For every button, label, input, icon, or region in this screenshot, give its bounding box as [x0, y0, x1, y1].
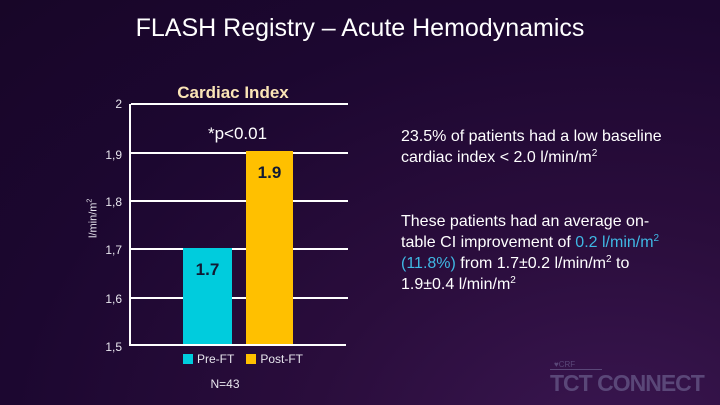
sample-size-label: N=43 [210, 377, 240, 391]
legend-swatch [246, 354, 257, 364]
y-tick: 1,5 [105, 340, 122, 354]
p-value-annotation: *p<0.01 [207, 124, 268, 143]
gridline [131, 297, 348, 299]
legend-label: Post-FT [260, 352, 304, 366]
y-tick: 1,8 [105, 195, 122, 209]
crf-logo: ♥CRF [550, 360, 602, 370]
legend-label: Pre-FT [197, 352, 235, 366]
gridline [131, 248, 348, 250]
side-paragraph-2: These patients had an average on-table C… [401, 213, 660, 293]
highlight-improvement: 0.2 l/min/m2 (11.8%) [401, 233, 660, 272]
gridline [131, 200, 348, 202]
legend-item-pre-ft: Pre-FT [183, 352, 234, 366]
bar-pre-ft: 1.7 [183, 248, 232, 344]
chart-legend: Pre-FT Post-FT [183, 352, 303, 366]
plot-area: 1.7 1.9 [129, 103, 348, 346]
y-tick: 1,9 [105, 148, 122, 162]
side-paragraph-1: 23.5% of patients had a low baseline car… [401, 128, 662, 166]
bar-post-ft: 1.9 [246, 151, 293, 344]
slide-title: FLASH Registry – Acute Hemodynamics [135, 14, 585, 42]
y-tick: 2 [115, 97, 122, 111]
logo-text: TCT CONNECT [550, 370, 705, 396]
legend-item-post-ft: Post-FT [246, 352, 303, 366]
tct-connect-logo: ♥CRF TCT CONNECT [550, 360, 705, 397]
y-tick: 1,6 [105, 292, 122, 306]
bar-value-label: 1.7 [195, 260, 220, 279]
bar-value-label: 1.9 [257, 163, 282, 182]
gridline [131, 152, 348, 154]
chart-title: Cardiac Index [177, 83, 289, 102]
gridline [131, 103, 348, 105]
y-tick: 1,7 [105, 243, 122, 257]
legend-swatch [183, 354, 193, 364]
